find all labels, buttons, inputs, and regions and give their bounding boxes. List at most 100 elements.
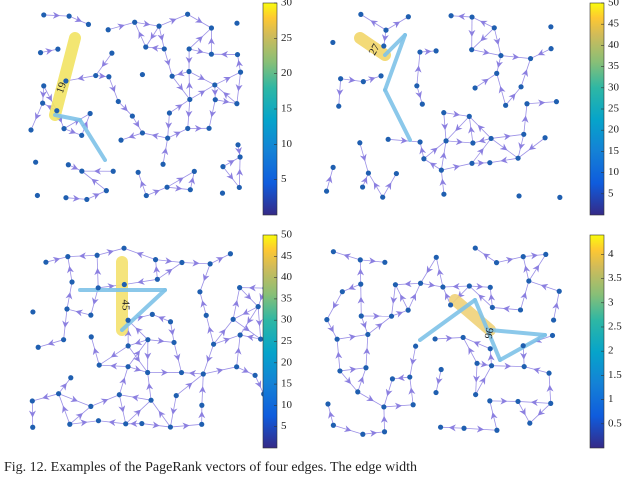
node [443,138,449,144]
network-panel: 45 [28,245,270,430]
edge [548,373,552,404]
colorbar-tick-label: 25 [281,335,293,347]
edge [238,156,241,188]
node [55,46,61,52]
node [543,251,549,258]
edge [339,370,359,393]
edge [326,319,338,340]
edge [340,78,364,82]
node [208,51,215,57]
edge [423,158,442,171]
edge [475,247,497,263]
edge [169,99,191,114]
node [330,422,336,428]
node [433,48,439,54]
colorbar-tick-label: 15 [281,378,293,390]
edge [214,71,241,86]
edge [416,52,421,86]
edge [145,46,165,50]
edge [441,162,473,171]
edge [471,16,495,29]
colorbar-tick-label: 50 [281,229,293,241]
colorbar-tick-label: 40 [608,39,620,51]
edge [118,366,129,395]
edge [362,431,385,435]
node [433,389,439,396]
edge [45,256,68,263]
edge [108,21,135,31]
node [167,319,174,325]
edge [529,403,551,424]
node [235,142,241,148]
node [61,126,67,132]
node [65,162,71,168]
node [472,85,478,91]
edge [333,424,363,435]
edge [158,26,165,50]
node [94,252,100,258]
node [414,83,420,89]
network-panel: 96 [324,245,562,437]
edge [337,334,368,340]
node [85,21,92,27]
edge [123,247,156,261]
edge [95,52,113,76]
edge [359,142,369,174]
node [493,260,500,266]
colorbar-tick-label: 30 [281,0,293,9]
node [165,135,171,141]
node [255,304,261,310]
node [41,12,47,18]
node [28,127,34,133]
node [103,188,109,194]
edge [96,255,99,288]
colorbar-tick-label: 3 [608,296,614,308]
node [548,400,554,406]
edge-label: 96 [482,327,496,340]
edge [237,54,241,73]
edge [43,14,70,17]
node [527,420,533,426]
node [358,313,364,319]
edge [528,254,547,282]
edge [142,132,168,139]
node [381,429,388,435]
edge [451,15,473,18]
node [125,343,131,349]
edge [119,394,152,401]
node [234,101,240,107]
edge [407,283,421,311]
node [115,98,121,105]
edge [67,254,98,258]
node [135,169,141,175]
node [461,425,467,431]
node [212,82,218,88]
colorbar-tick-label: 15 [281,103,293,115]
edge [442,285,470,288]
edge [163,48,173,77]
node [234,364,240,370]
colorbar-tick-label: 45 [608,18,620,30]
edge [209,253,231,265]
edge [435,369,442,393]
node [109,50,115,56]
node [432,336,438,342]
edge [530,48,552,59]
node [234,20,240,26]
edge [63,128,82,136]
edge [526,101,557,105]
edge [215,99,237,105]
node [324,317,330,323]
node [474,360,480,366]
node [460,334,466,341]
node [207,261,213,267]
node [185,125,191,132]
node [381,43,387,49]
node [200,371,206,377]
edge [388,138,421,143]
edge [474,73,497,89]
node [421,156,427,162]
edge [462,337,491,350]
edge [445,116,470,142]
colorbar-tick-label: 45 [281,250,293,262]
